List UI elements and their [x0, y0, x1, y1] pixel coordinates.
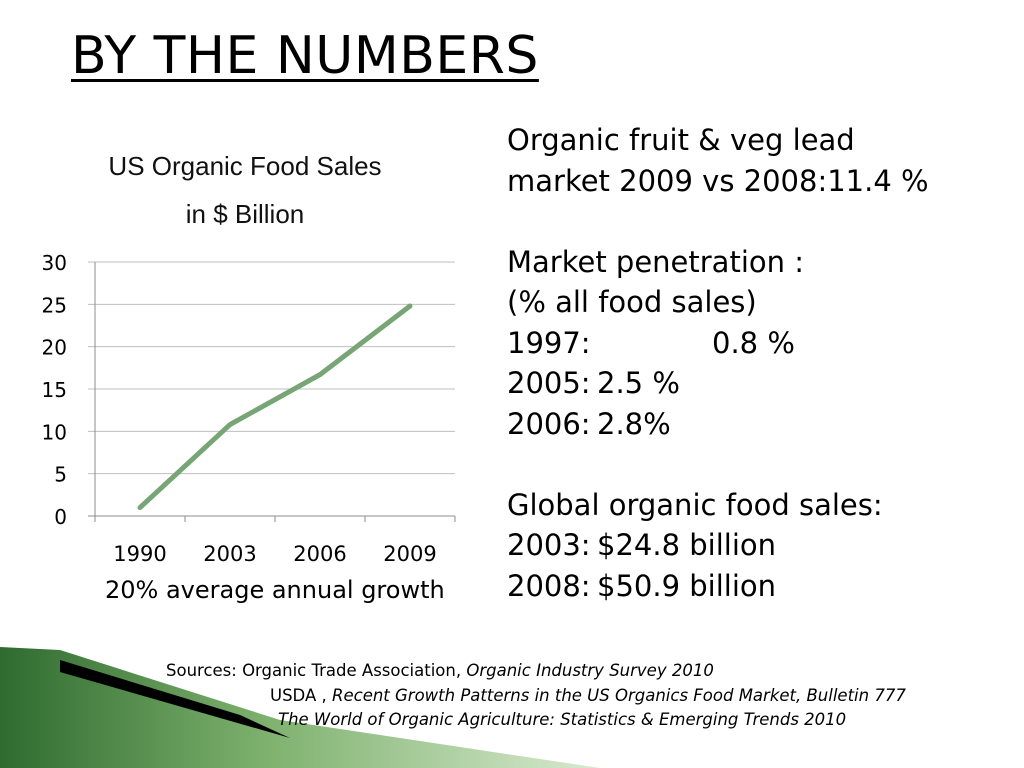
y-tick-label: 15: [42, 378, 67, 402]
global-row: 2008: $50.9 billion: [507, 566, 929, 607]
facts-panel: Organic fruit & veg lead market 2009 vs …: [507, 120, 929, 606]
y-tick-label: 30: [42, 251, 67, 275]
global-value: $50.9 billion: [597, 568, 776, 603]
global-value: $24.8 billion: [597, 528, 776, 562]
page-title: BY THE NUMBERS: [71, 26, 539, 86]
penetration-row: 2005: 2.5 %: [507, 363, 929, 404]
x-tick-label: 2003: [203, 542, 256, 566]
lead-line-2: market 2009 vs 2008:11.4 %: [507, 163, 929, 198]
data-point: [138, 505, 142, 510]
global-row: 2003: $24.8 billion: [507, 525, 929, 566]
y-tick-label: 0: [54, 505, 67, 529]
lead-line-1: Organic fruit & veg lead: [507, 123, 855, 157]
line-chart: 0 5 10 15 20 25 30 1990 2003 2006 2009: [42, 251, 456, 566]
penetration-subheading: (% all food sales): [507, 285, 757, 319]
source-title-1: Organic Industry Survey 2010: [466, 661, 714, 680]
source-line-3: The World of Organic Agriculture: Statis…: [278, 709, 846, 731]
penetration-value: 2.5 %: [597, 366, 680, 400]
x-tick-label: 2009: [383, 542, 436, 566]
sources-label: Sources: Organic Trade Association,: [166, 661, 467, 680]
data-point: [228, 422, 232, 427]
penetration-year: 2005:: [507, 366, 591, 400]
data-point: [318, 372, 322, 377]
global-heading: Global organic food sales:: [507, 487, 883, 522]
chart-subtitle: in $ Billion: [185, 199, 305, 229]
x-tick-label: 1990: [113, 542, 166, 566]
x-tick-label: 2006: [293, 542, 346, 566]
penetration-heading: Market penetration :: [507, 244, 804, 279]
penetration-year: 1997:: [507, 325, 591, 360]
source-line-1: Sources: Organic Trade Association, Orga…: [166, 660, 714, 682]
penetration-value: 0.8 %: [712, 325, 795, 360]
chart-caption: 20% average annual growth: [105, 576, 445, 604]
y-tick-label: 10: [42, 420, 67, 444]
chart-title: US Organic Food Sales: [108, 151, 382, 181]
y-tick-label: 5: [54, 463, 67, 487]
data-point: [408, 304, 412, 309]
y-tick-label: 25: [42, 293, 67, 317]
series-line: [137, 303, 413, 511]
source-line-2: USDA , Recent Growth Patterns in the US …: [270, 685, 906, 707]
decor-green-band: [0, 647, 600, 768]
source-title-2: Recent Growth Patterns in the US Organic…: [332, 686, 906, 705]
penetration-row: 2006: 2.8%: [507, 404, 929, 445]
source-title-3: The World of Organic Agriculture: Statis…: [278, 710, 847, 729]
decor-black-stripe: [60, 660, 290, 738]
global-year: 2008:: [507, 568, 591, 603]
chart-title-block: US Organic Food Sales in $ Billion: [60, 142, 430, 238]
source-org-2: USDA ,: [270, 686, 332, 705]
penetration-year: 2006:: [507, 406, 591, 441]
global-year: 2003:: [507, 528, 591, 562]
penetration-row: 1997: 0.8 %: [507, 323, 929, 364]
penetration-value: 2.8%: [597, 406, 671, 441]
y-tick-label: 20: [42, 336, 67, 360]
